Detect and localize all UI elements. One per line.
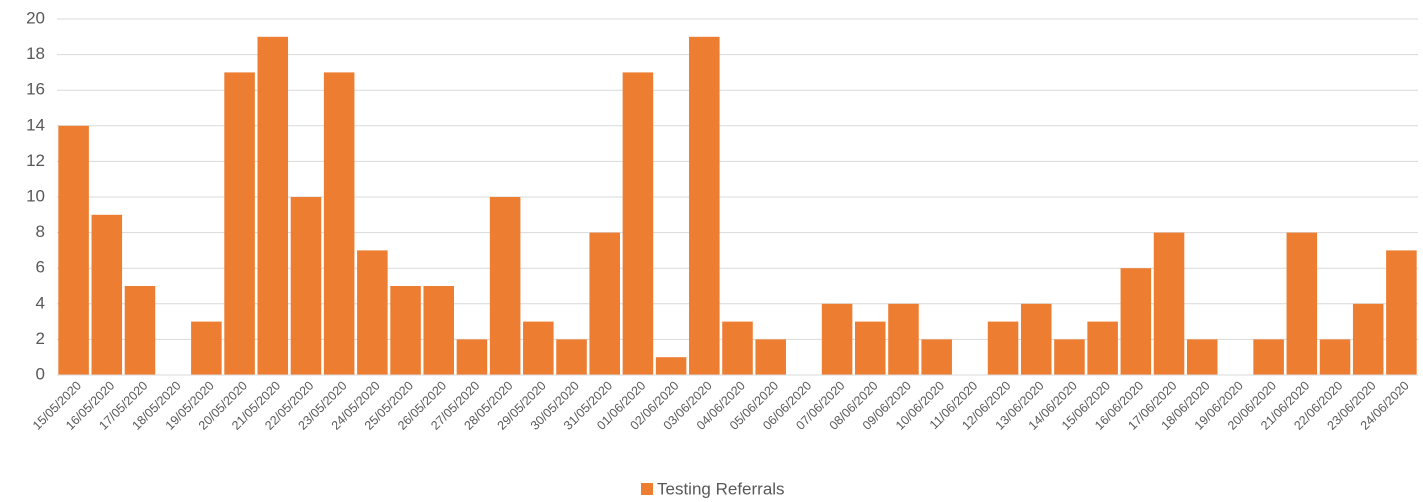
bar: [655, 357, 687, 375]
bar: [390, 286, 421, 375]
bar: [1153, 232, 1185, 375]
bar: [357, 250, 388, 375]
bar: [124, 286, 156, 375]
bar: [1253, 339, 1284, 375]
bar: [1319, 339, 1351, 375]
bar: [1020, 303, 1052, 375]
bar: [489, 197, 521, 375]
bar: [423, 286, 455, 375]
bar: [91, 214, 123, 375]
bar: [1352, 303, 1384, 375]
bar: [755, 339, 786, 375]
bar: [456, 339, 488, 375]
bar: [523, 321, 554, 375]
bar: [921, 339, 952, 375]
bar: [1087, 321, 1118, 375]
bar: [1286, 232, 1318, 375]
y-tick-label: 6: [36, 258, 45, 277]
bar: [556, 339, 587, 375]
y-tick-label: 4: [36, 293, 45, 312]
y-tick-label: 18: [26, 44, 45, 63]
bar: [722, 321, 753, 375]
bar: [290, 197, 322, 375]
bar: [622, 72, 654, 376]
bar: [257, 36, 289, 376]
y-tick-label: 0: [36, 364, 45, 383]
bar: [689, 36, 720, 376]
legend-label: Testing Referrals: [657, 479, 785, 498]
bar: [987, 321, 1019, 375]
y-tick-label: 20: [26, 8, 45, 27]
bar: [1120, 268, 1152, 375]
bar: [821, 303, 853, 375]
bar: [323, 72, 355, 376]
bar: [1186, 339, 1218, 375]
bar: [888, 303, 919, 375]
y-tick-label: 2: [36, 329, 45, 348]
y-tick-label: 12: [26, 151, 45, 170]
bar: [224, 72, 255, 376]
y-tick-label: 8: [36, 222, 45, 241]
bar: [1386, 250, 1417, 375]
bar: [58, 125, 89, 375]
bar: [855, 321, 886, 375]
y-tick-label: 10: [26, 186, 45, 205]
legend-swatch: [641, 483, 653, 495]
y-tick-label: 16: [26, 80, 45, 99]
bar: [589, 232, 620, 375]
bar: [191, 321, 222, 375]
y-tick-label: 14: [26, 115, 45, 134]
bar: [1054, 339, 1085, 375]
